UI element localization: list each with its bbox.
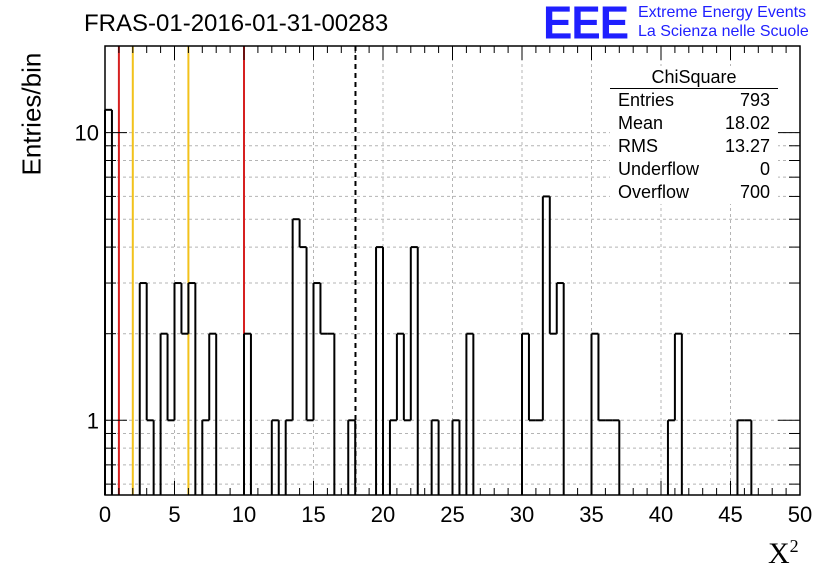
logo-line-2: La Scienza nelle Scuole [638,23,809,40]
stats-box: ChiSquare Entries 793 Mean 18.02 RMS 13.27 … [610,66,778,204]
stats-title: ChiSquare [610,66,778,89]
x-tick-label: 25 [440,502,464,527]
chart-title: FRAS-01-2016-01-31-00283 [84,10,389,37]
stats-row-entries: Entries 793 [618,90,770,110]
x-tick-label: 10 [232,502,256,527]
x-tick-label: 45 [718,502,742,527]
stats-row-underflow: Underflow 0 [618,159,770,179]
x-tick-label: 35 [579,502,603,527]
stats-row-overflow: Overflow 700 [618,182,770,202]
x-tick-label: 20 [371,502,395,527]
stats-row-rms: RMS 13.27 [618,136,770,156]
x-tick-label: 50 [788,502,812,527]
eee-logo: EEE [543,0,629,50]
x-tick-label: 0 [99,502,111,527]
x-axis-label: X2 [768,536,799,570]
y-axis-label: Entries/bin [16,52,47,176]
x-tick-label: 40 [649,502,673,527]
y-tick-label: 10 [75,121,99,146]
x-tick-label: 5 [168,502,180,527]
logo-line-1: Extreme Energy Events [638,4,807,21]
x-tick-label: 30 [510,502,534,527]
stats-row-mean: Mean 18.02 [618,113,770,133]
y-tick-label: 1 [87,408,99,433]
x-axis-label-sup: 2 [789,536,799,556]
x-tick-label: 15 [301,502,325,527]
